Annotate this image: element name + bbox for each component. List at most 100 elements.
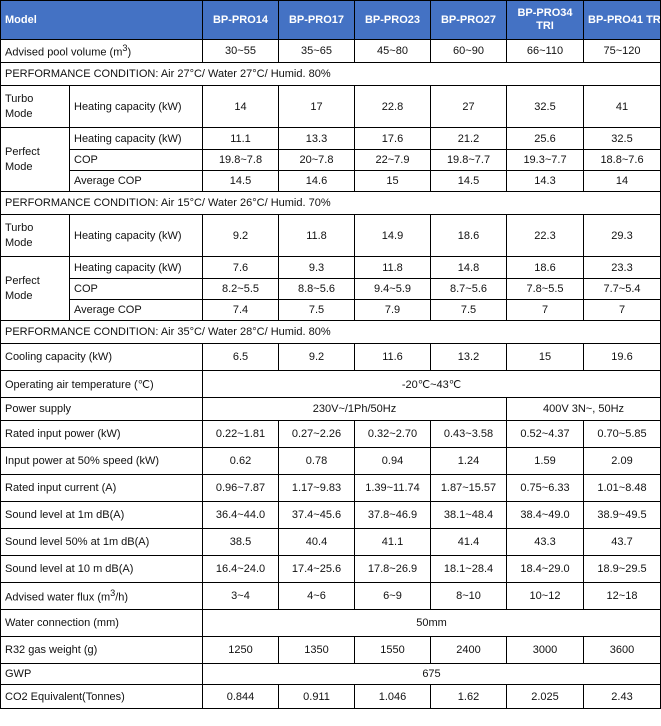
value-cell: 8~10 [430, 582, 507, 610]
value-cell: 36.4~44.0 [202, 501, 279, 529]
condition-row: PERFORMANCE CONDITION: Air 15°C/ Water 2… [0, 191, 661, 215]
table-row: Input power at 50% speed (kW) 0.62 0.78 … [0, 447, 661, 475]
row-label: R32 gas weight (g) [0, 636, 203, 664]
value-cell: 13.3 [278, 127, 355, 150]
value-cell: 14.8 [430, 256, 507, 279]
value-cell: 50mm [202, 609, 661, 637]
table-row: CO2 Equivalent(Tonnes) 0.844 0.911 1.046… [0, 684, 661, 709]
value-cell: 23.3 [583, 256, 661, 279]
value-cell: 1350 [278, 636, 355, 664]
value-cell: 1.24 [430, 447, 507, 475]
value-cell: 35~65 [278, 39, 355, 63]
value-cell: 15 [354, 170, 431, 192]
table-row: Advised pool volume (m3) 30~55 35~65 45~… [0, 39, 661, 63]
value-cell: 20~7.8 [278, 149, 355, 171]
model-header-cell: BP-PRO17 [278, 0, 355, 40]
value-cell: 0.75~6.33 [506, 474, 584, 502]
row-label: Power supply [0, 397, 203, 421]
row-label: Heating capacity (kW) [69, 127, 203, 150]
value-cell: 32.5 [506, 85, 584, 128]
value-cell: 2.09 [583, 447, 661, 475]
value-cell: 25.6 [506, 127, 584, 150]
value-cell: 18.6 [430, 214, 507, 257]
row-label: Cooling capacity (kW) [0, 343, 203, 371]
value-cell: 75~120 [583, 39, 661, 63]
model-header-cell: BP-PRO14 [202, 0, 279, 40]
value-cell: 41.1 [354, 528, 431, 556]
value-cell: 2.43 [583, 684, 661, 709]
value-cell: 2.025 [506, 684, 584, 709]
value-cell: 38.5 [202, 528, 279, 556]
value-cell: 9.2 [202, 214, 279, 257]
condition-title: PERFORMANCE CONDITION: Air 35°C/ Water 2… [0, 320, 661, 344]
value-cell: 0.911 [278, 684, 355, 709]
value-cell: 37.8~46.9 [354, 501, 431, 529]
model-header-cell: BP-PRO23 [354, 0, 431, 40]
value-cell: 7.7~5.4 [583, 278, 661, 300]
mode-label: Turbo Mode [0, 214, 70, 257]
value-cell: -20℃~43℃ [202, 370, 661, 398]
table-row: COP 19.8~7.8 20~7.8 22~7.9 19.8~7.7 19.3… [1, 149, 661, 171]
value-cell: 0.62 [202, 447, 279, 475]
value-cell: 400V 3N~, 50Hz [506, 397, 661, 421]
value-cell: 37.4~45.6 [278, 501, 355, 529]
value-cell: 9.2 [278, 343, 355, 371]
value-cell: 7.8~5.5 [506, 278, 584, 300]
row-label: Input power at 50% speed (kW) [0, 447, 203, 475]
value-cell: 3000 [506, 636, 584, 664]
row-label: GWP [0, 663, 203, 685]
table-row: Perfect Mode Heating capacity (kW) 7.6 9.… [0, 256, 661, 321]
value-cell: 17 [278, 85, 355, 128]
row-label: CO2 Equivalent(Tonnes) [0, 684, 203, 709]
row-label: COP [69, 149, 203, 171]
value-cell: 0.52~4.37 [506, 420, 584, 448]
mode-label: Turbo Mode [0, 85, 70, 128]
value-cell: 18.8~7.6 [583, 149, 661, 171]
table-row: Turbo Mode Heating capacity (kW) 9.2 11.8… [0, 214, 661, 257]
value-cell: 1.01~8.48 [583, 474, 661, 502]
value-cell: 41.4 [430, 528, 507, 556]
row-label: Operating air temperature (℃) [0, 370, 203, 398]
value-cell: 11.8 [354, 256, 431, 279]
value-cell: 9.4~5.9 [354, 278, 431, 300]
value-cell: 1.046 [354, 684, 431, 709]
table-row: Sound level at 10 m dB(A) 16.4~24.0 17.4… [0, 555, 661, 583]
value-cell: 15 [506, 343, 584, 371]
value-cell: 27 [430, 85, 507, 128]
table-row: Average COP 14.5 14.6 15 14.5 14.3 14 [1, 170, 661, 192]
mode-label: Perfect Mode [0, 256, 70, 321]
row-label: Sound level at 10 m dB(A) [0, 555, 203, 583]
value-cell: 11.1 [202, 127, 279, 150]
table-row: Sound level at 1m dB(A) 36.4~44.0 37.4~4… [0, 501, 661, 529]
table-row: Average COP 7.4 7.5 7.9 7.5 7 7 [1, 299, 661, 321]
value-cell: 18.9~29.5 [583, 555, 661, 583]
row-label: Heating capacity (kW) [69, 85, 203, 128]
value-cell: 6~9 [354, 582, 431, 610]
value-cell: 7.6 [202, 256, 279, 279]
table-row: R32 gas weight (g) 1250 1350 1550 2400 3… [0, 636, 661, 664]
value-cell: 43.3 [506, 528, 584, 556]
row-label: Average COP [69, 170, 203, 192]
table-row: Advised water flux (m3/h) 3~4 4~6 6~9 8~… [0, 582, 661, 610]
model-header-cell: BP-PRO34 TRI [506, 0, 584, 40]
value-cell: 1.59 [506, 447, 584, 475]
value-cell: 17.6 [354, 127, 431, 150]
model-header: Model [0, 0, 203, 40]
value-cell: 43.7 [583, 528, 661, 556]
value-cell: 12~18 [583, 582, 661, 610]
value-cell: 7.4 [202, 299, 279, 321]
table-row: Operating air temperature (℃) -20℃~43℃ [0, 370, 661, 398]
value-cell: 0.22~1.81 [202, 420, 279, 448]
row-label: Sound level at 1m dB(A) [0, 501, 203, 529]
value-cell: 0.70~5.85 [583, 420, 661, 448]
model-header-cell: BP-PRO27 [430, 0, 507, 40]
value-cell: 1.39~11.74 [354, 474, 431, 502]
value-cell: 19.3~7.7 [506, 149, 584, 171]
row-label: Average COP [69, 299, 203, 321]
value-cell: 3600 [583, 636, 661, 664]
spec-table: Model BP-PRO14 BP-PRO17 BP-PRO23 BP-PRO2… [0, 0, 661, 709]
value-cell: 11.6 [354, 343, 431, 371]
row-label: Heating capacity (kW) [69, 256, 203, 279]
value-cell: 0.78 [278, 447, 355, 475]
value-cell: 38.4~49.0 [506, 501, 584, 529]
